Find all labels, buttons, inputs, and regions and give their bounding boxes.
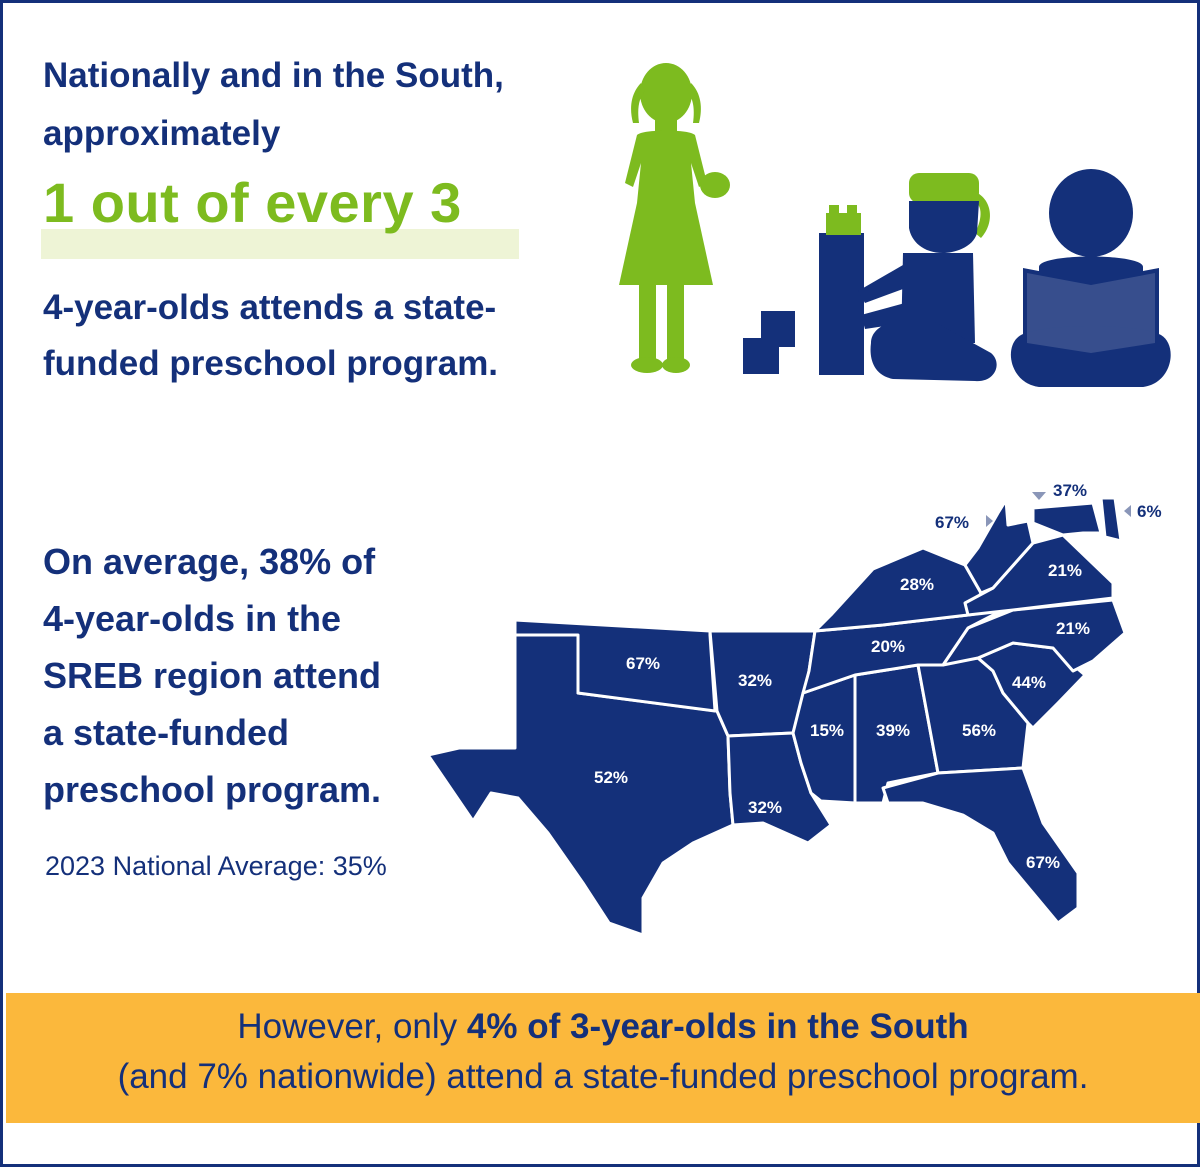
- label-alabama: 39%: [876, 721, 910, 740]
- headline-line-4: funded preschool program.: [43, 344, 499, 383]
- headline-line-3: 4-year-olds attends a state-: [43, 288, 497, 327]
- label-florida: 67%: [1026, 853, 1060, 872]
- state-west-virginia: [963, 498, 1035, 595]
- banner-line-2: (and 7% nationwide) attend a state-funde…: [117, 1057, 1089, 1096]
- label-texas: 52%: [594, 768, 628, 787]
- average-line-2: 4-year-olds in the: [43, 598, 342, 639]
- average-line-3: SREB region attend: [43, 655, 382, 696]
- girl-standing-icon: [619, 63, 730, 373]
- banner-prefix: However, only: [237, 1007, 467, 1046]
- state-delaware: [1099, 496, 1123, 543]
- label-south-carolina: 44%: [1012, 673, 1046, 692]
- highlight-underlay: [41, 229, 519, 259]
- label-delaware: 6%: [1137, 502, 1162, 521]
- pointer-maryland: [1032, 492, 1046, 500]
- average-line-4: a state-funded: [43, 712, 290, 753]
- label-mississippi: 15%: [810, 721, 844, 740]
- average-block: On average, 38% of 4-year-olds in the SR…: [43, 533, 381, 818]
- state-florida: [881, 766, 1080, 925]
- headline-highlight: 1 out of every 3: [41, 171, 519, 259]
- pointer-delaware: [1124, 505, 1131, 517]
- pointer-west-virginia: [986, 515, 993, 527]
- girl-building-blocks-icon: [743, 173, 997, 382]
- boy-reading-icon: [1010, 169, 1171, 387]
- average-line-1: On average, 38% of: [43, 541, 376, 582]
- label-louisiana: 32%: [748, 798, 782, 817]
- label-west-virginia: 67%: [935, 513, 969, 532]
- banner-line-1: However, only 4% of 3-year-olds in the S…: [6, 1007, 1200, 1047]
- average-line-5: preschool program.: [43, 769, 382, 810]
- highlight-text: 1 out of every 3: [43, 171, 462, 234]
- label-georgia: 56%: [962, 721, 996, 740]
- children-illustration: [619, 63, 1171, 387]
- bottom-banner: However, only 4% of 3-year-olds in the S…: [6, 993, 1200, 1123]
- label-virginia: 21%: [1048, 561, 1082, 580]
- label-maryland: 37%: [1053, 481, 1087, 500]
- label-north-carolina: 21%: [1056, 619, 1090, 638]
- label-oklahoma: 67%: [626, 654, 660, 673]
- state-maryland: [1031, 501, 1103, 537]
- label-arkansas: 32%: [738, 671, 772, 690]
- state-north-carolina: [941, 598, 1127, 673]
- label-tennessee: 20%: [871, 637, 905, 656]
- headline-line-2: approximately: [43, 114, 281, 153]
- headline-line-1: Nationally and in the South,: [43, 56, 504, 95]
- label-kentucky: 28%: [900, 575, 934, 594]
- sreb-map: 52% 67% 32% 32% 15% 39% 56% 67% 44% 21% …: [426, 481, 1162, 937]
- national-average: 2023 National Average: 35%: [45, 851, 387, 881]
- banner-bold: 4% of 3-year-olds in the South: [466, 1007, 969, 1046]
